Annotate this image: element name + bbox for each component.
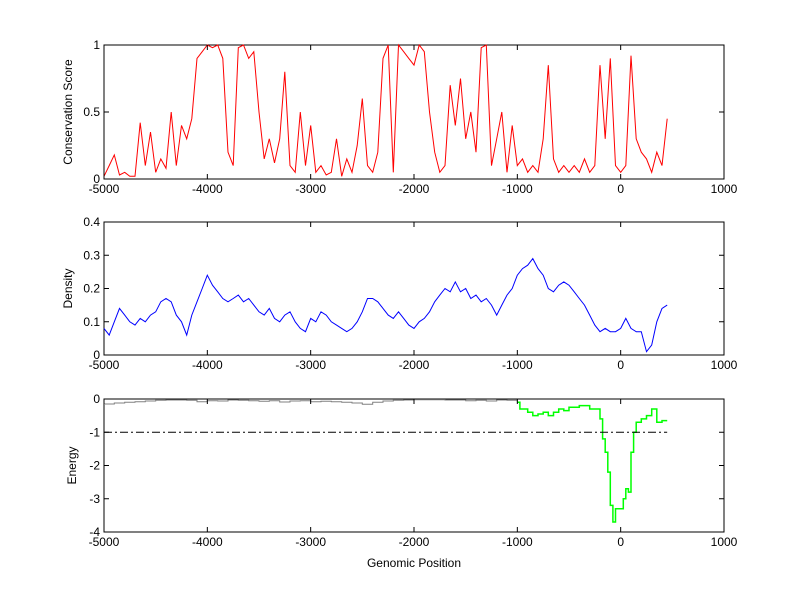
x-tick-label: 1000 xyxy=(711,182,738,196)
y-tick-label: 0.1 xyxy=(83,315,100,329)
x-tick-label: -4000 xyxy=(192,182,223,196)
x-tick-label: 1000 xyxy=(711,535,738,549)
y-tick-label: 0.3 xyxy=(83,248,100,262)
y-axis-label: Conservation Score xyxy=(61,59,75,165)
y-tick-label: 0 xyxy=(93,392,100,406)
y-tick-label: -2 xyxy=(89,459,100,473)
x-tick-label: 1000 xyxy=(711,358,738,372)
x-tick-label: -1000 xyxy=(502,358,533,372)
x-tick-label: -4000 xyxy=(192,358,223,372)
y-tick-label: 0.4 xyxy=(83,215,100,229)
x-tick-label: 0 xyxy=(617,535,624,549)
x-tick-label: -3000 xyxy=(295,182,326,196)
x-tick-label: 0 xyxy=(617,182,624,196)
x-axis-label: Genomic Position xyxy=(367,556,461,570)
y-tick-label: -4 xyxy=(89,525,100,539)
x-tick-label: -2000 xyxy=(399,535,430,549)
y-tick-label: 0.5 xyxy=(83,105,100,119)
y-tick-label: 1 xyxy=(93,38,100,52)
x-tick-label: -3000 xyxy=(295,535,326,549)
x-tick-label: -1000 xyxy=(502,535,533,549)
y-tick-label: 0.2 xyxy=(83,282,100,296)
y-tick-label: 0 xyxy=(93,172,100,186)
x-tick-label: -2000 xyxy=(399,358,430,372)
x-tick-label: -3000 xyxy=(295,358,326,372)
y-tick-label: 0 xyxy=(93,348,100,362)
axes-box xyxy=(104,222,724,355)
y-tick-label: -3 xyxy=(89,492,100,506)
x-tick-label: -4000 xyxy=(192,535,223,549)
x-tick-label: -1000 xyxy=(502,182,533,196)
y-axis-label: Density xyxy=(61,268,75,308)
x-tick-label: 0 xyxy=(617,358,624,372)
x-tick-label: -2000 xyxy=(399,182,430,196)
y-tick-label: -1 xyxy=(89,425,100,439)
y-axis-label: Energy xyxy=(65,446,79,484)
